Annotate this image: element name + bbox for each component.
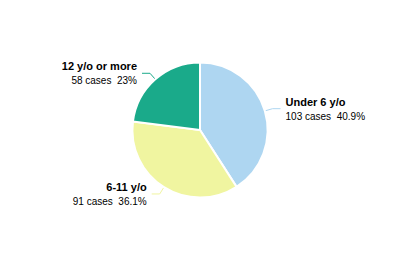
svg-text:12 y/o or more: 12 y/o or more xyxy=(62,60,137,72)
svg-text:6-11 y/o: 6-11 y/o xyxy=(106,181,147,193)
svg-text:91 cases 36.1%: 91 cases 36.1% xyxy=(73,196,147,207)
svg-text:103 cases 40.9%: 103 cases 40.9% xyxy=(286,111,366,122)
svg-text:58 cases 23%: 58 cases 23% xyxy=(71,75,137,86)
svg-text:Under 6 y/o: Under 6 y/o xyxy=(286,96,346,108)
